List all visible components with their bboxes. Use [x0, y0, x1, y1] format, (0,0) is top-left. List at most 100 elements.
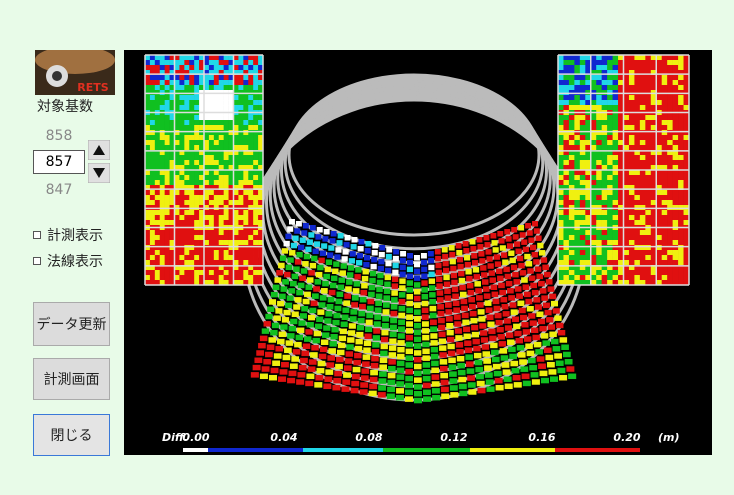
spin-down[interactable] [88, 163, 110, 183]
heatmap-cell [224, 250, 229, 255]
mesh-cell [505, 384, 513, 390]
heatmap-cell [602, 220, 608, 225]
heatmap-cell [160, 95, 165, 100]
heatmap-cell [224, 80, 229, 85]
mesh-cell [352, 237, 358, 243]
mesh-cell [432, 381, 440, 387]
mesh-cell [444, 288, 451, 294]
button[interactable]: 閉じる [33, 414, 110, 456]
heatmap-cell [640, 115, 646, 120]
mesh-cell [470, 311, 477, 317]
heatmap-cell [634, 80, 640, 85]
heatmap-cell [219, 245, 224, 250]
heatmap-cell [165, 105, 170, 110]
heatmap-cell [634, 130, 640, 135]
checkbox[interactable]: 計測表示 [33, 225, 103, 245]
heatmap-cell [214, 155, 219, 160]
button[interactable]: データ更新 [33, 302, 110, 346]
heatmap-cell [253, 105, 258, 110]
button[interactable]: 計測画面 [33, 358, 110, 400]
heatmap-cell [624, 175, 630, 180]
mesh-cell [558, 330, 565, 336]
heatmap-cell [624, 260, 630, 265]
heatmap-cell [219, 215, 224, 220]
heatmap-cell [558, 270, 564, 275]
mesh-cell [478, 251, 484, 257]
heatmap-cell [184, 125, 189, 130]
heatmap-cell [214, 260, 219, 265]
mesh-cell [430, 333, 437, 339]
mesh-cell [326, 362, 334, 368]
heatmap-cell [558, 75, 564, 80]
mesh-cell [379, 371, 387, 377]
mesh-cell [533, 259, 539, 265]
heatmap-cell [634, 105, 640, 110]
heatmap-cell [662, 80, 668, 85]
heatmap-cell [238, 240, 243, 245]
heatmap-cell [234, 235, 239, 240]
heatmap-cell [253, 60, 258, 65]
mesh-cell [524, 254, 530, 260]
heatmap-cell [602, 125, 608, 130]
prev-value: 858 [33, 128, 85, 144]
heatmap-cell [574, 65, 580, 70]
heatmap-cell [634, 260, 640, 265]
mesh-cell [442, 247, 448, 253]
mesh-cell [473, 339, 480, 345]
value-input[interactable]: 857 [33, 150, 85, 174]
mesh-cell [383, 309, 390, 315]
heatmap-cell [234, 135, 239, 140]
mesh-cell [381, 337, 388, 343]
mesh-cell [526, 261, 532, 267]
mesh-cell [456, 243, 462, 249]
heatmap-cell [602, 275, 608, 280]
mesh-cell [316, 317, 323, 323]
mesh-cell [428, 251, 434, 257]
spin-up[interactable] [88, 140, 110, 160]
checkbox[interactable]: 法線表示 [33, 251, 103, 271]
heatmap-cell [640, 100, 646, 105]
heatmap-cell [175, 220, 180, 225]
heatmap-cell [243, 235, 248, 240]
mesh-cell [303, 299, 310, 305]
heatmap-cell [580, 190, 586, 195]
heatmap-cell [145, 55, 150, 60]
heatmap-cell [248, 210, 253, 215]
heatmap-cell [155, 125, 160, 130]
mesh-cell [400, 258, 406, 264]
mesh-cell [397, 340, 404, 346]
heatmap-cell [640, 260, 646, 265]
mesh-cell [375, 300, 382, 306]
mesh-cell [520, 232, 526, 238]
heatmap-cell [656, 230, 662, 235]
heatmap-cell [175, 180, 180, 185]
heatmap-cell [602, 140, 608, 145]
heatmap-cell [238, 55, 243, 60]
heatmap-cell [243, 260, 248, 265]
mesh-cell [472, 332, 479, 338]
heatmap-cell [234, 255, 239, 260]
mesh-cell [288, 288, 295, 294]
mesh-cell [317, 309, 324, 315]
heatmap-cell [165, 95, 170, 100]
mesh-cell [287, 378, 295, 384]
heatmap-cell [673, 85, 679, 90]
mesh-cell [414, 337, 421, 343]
heatmap-cell [602, 190, 608, 195]
heatmap-cell [645, 195, 651, 200]
mesh-cell [523, 284, 530, 290]
mesh-cell [487, 386, 495, 392]
heatmap-cell [175, 100, 180, 105]
mesh-cell [446, 323, 453, 329]
heatmap-cell [673, 130, 679, 135]
mesh-cell [334, 371, 342, 377]
heatmap-cell [624, 105, 630, 110]
heatmap-cell [558, 95, 564, 100]
heatmap-cell [602, 270, 608, 275]
heatmap-cell [629, 105, 635, 110]
heatmap-cell [645, 200, 651, 205]
heatmap-cell [209, 85, 214, 90]
heatmap-cell [645, 95, 651, 100]
heatmap-cell [678, 215, 684, 220]
heatmap-cell [160, 75, 165, 80]
